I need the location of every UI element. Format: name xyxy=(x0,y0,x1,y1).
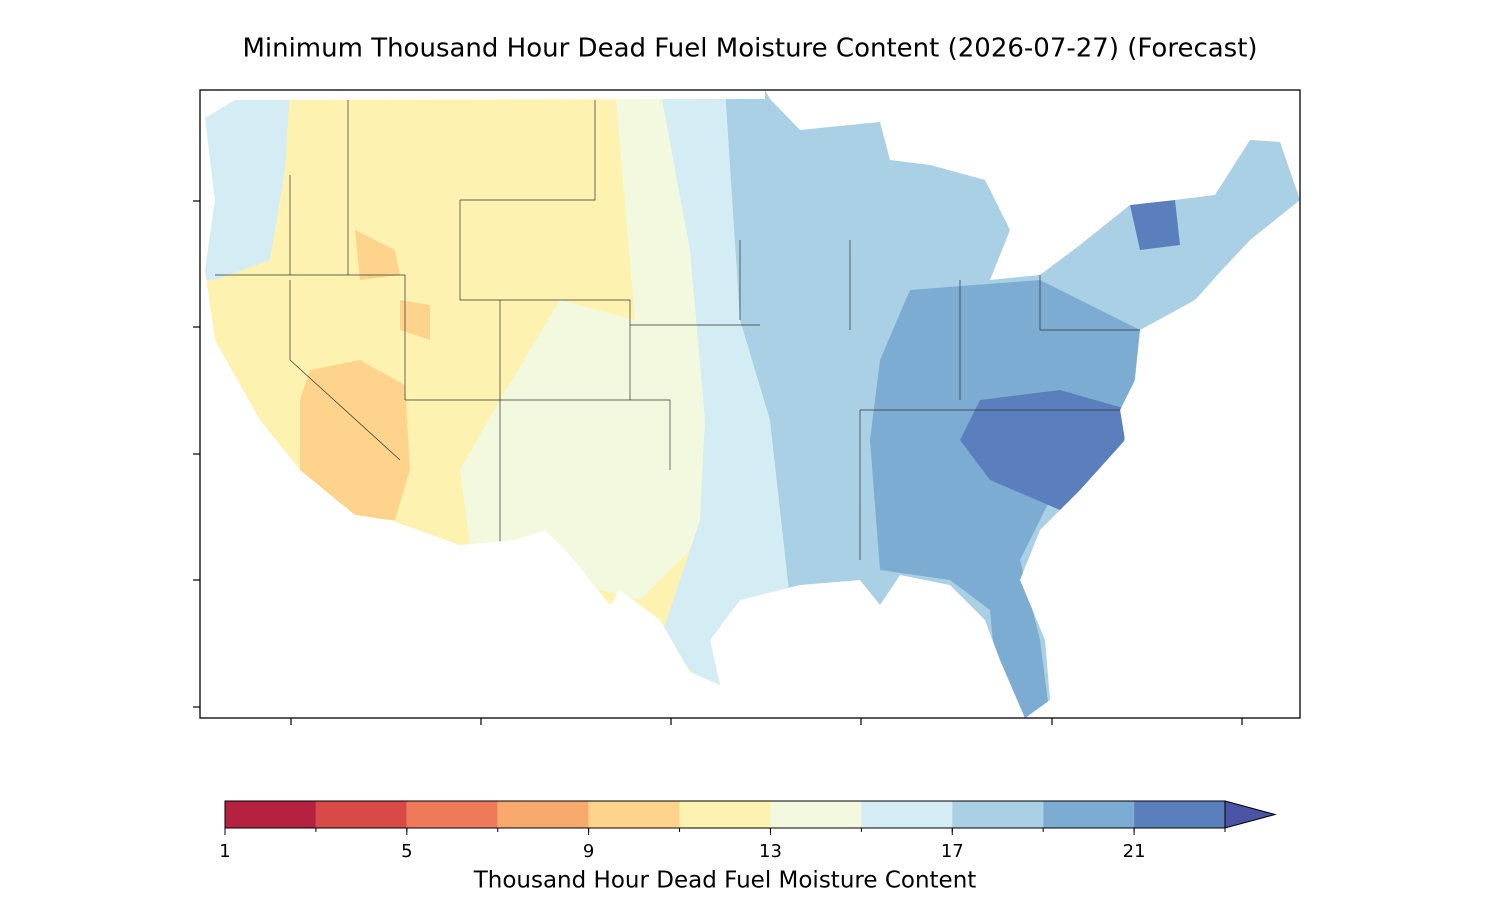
colorbar-tick-label: 13 xyxy=(759,841,782,862)
colorbar-extend xyxy=(1224,800,1277,829)
colorbar-tick-label: 21 xyxy=(1123,841,1146,862)
colorbar-tick-label: 9 xyxy=(583,841,594,862)
colorbar-bin xyxy=(225,801,316,828)
colorbar-label: Thousand Hour Dead Fuel Moisture Content xyxy=(473,868,977,894)
colorbar-bin xyxy=(1043,801,1135,828)
colorbar-tick-label: 17 xyxy=(941,841,964,862)
colorbar-bin xyxy=(406,801,498,828)
frame-ticks xyxy=(193,200,1243,725)
colorbar-bin xyxy=(497,801,589,828)
colorbar-tick-label: 5 xyxy=(401,841,412,862)
map-fill xyxy=(205,90,1300,718)
map-frame xyxy=(199,89,1301,719)
colorbar-frame xyxy=(224,800,1226,829)
colorbar-bin xyxy=(952,801,1044,828)
map-title: Minimum Thousand Hour Dead Fuel Moisture… xyxy=(242,34,1257,64)
colorbar-bin xyxy=(588,801,680,828)
colorbar-bin xyxy=(315,801,407,828)
colorbar-bin xyxy=(770,801,862,828)
colorbar-tick-label: 1 xyxy=(219,841,230,862)
colorbar-bin xyxy=(679,801,771,828)
colorbar: 1 5 9 13 17 21 xyxy=(219,800,1277,862)
colorbar-bin xyxy=(861,801,953,828)
colorbar-bin xyxy=(1134,801,1225,828)
state-borders xyxy=(215,100,1140,560)
